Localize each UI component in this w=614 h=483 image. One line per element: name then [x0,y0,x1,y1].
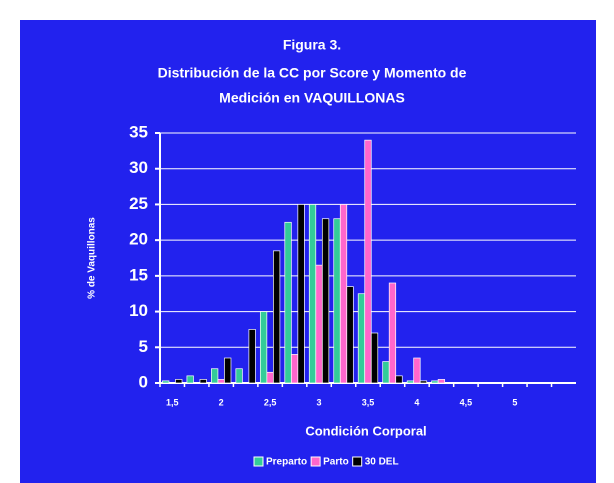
bar [224,357,232,384]
legend-swatch [253,456,264,467]
x-tick-label: 2,5 [264,397,277,407]
bar [248,329,256,384]
legend-swatch [310,456,321,467]
x-tick-label: 3 [317,397,322,407]
bar [217,379,225,384]
y-tick-label: 20 [129,230,148,249]
bar [370,332,379,384]
bar [339,204,348,384]
bar [259,311,268,384]
bar [175,379,183,384]
x-tick-label: 4 [414,397,419,407]
bar [357,293,366,384]
bar [186,375,194,384]
y-tick-label: 10 [129,301,148,320]
background [20,20,596,483]
bar [413,357,421,384]
x-tick-label: 1,5 [166,397,179,407]
x-tick-label: 3,5 [362,397,375,407]
y-tick-label: 0 [139,372,148,391]
bar [333,218,341,384]
y-tick-label: 5 [139,337,148,356]
y-tick-label: 35 [129,122,148,141]
bar [211,368,219,384]
legend-swatch [352,456,363,467]
bar [162,380,170,384]
bar [297,204,305,384]
chart-title: Medición en VAQUILLONAS [219,90,405,106]
legend-label: 30 DEL [365,457,399,468]
x-tick-label: 4,5 [460,397,473,407]
legend-label: Preparto [266,457,307,468]
x-tick-label: 2 [219,397,224,407]
bar [437,379,446,384]
bar [321,218,330,384]
chart-title: Distribución de la CC por Score y Moment… [158,65,467,81]
bar [199,379,207,384]
bar [406,380,415,384]
legend-label: Parto [323,457,349,468]
chart-title: Figura 3. [283,37,341,53]
bar [419,380,428,384]
bar [273,250,281,384]
y-axis-label: % de Vaquillonas [87,217,98,299]
bar [364,139,372,384]
bar [284,221,292,384]
bar [290,354,299,384]
bar [315,264,323,384]
bar [346,286,354,384]
bar [308,204,317,384]
x-axis-label: Condición Corporal [305,423,426,438]
y-tick-label: 30 [129,158,148,177]
y-tick-label: 15 [129,265,148,284]
x-tick-label: 5 [512,397,517,407]
y-tick-label: 25 [129,194,148,213]
bar [266,371,274,384]
bar [431,380,439,384]
bar [388,282,397,384]
bar [235,368,243,384]
bar [382,361,390,384]
bar [395,375,403,384]
